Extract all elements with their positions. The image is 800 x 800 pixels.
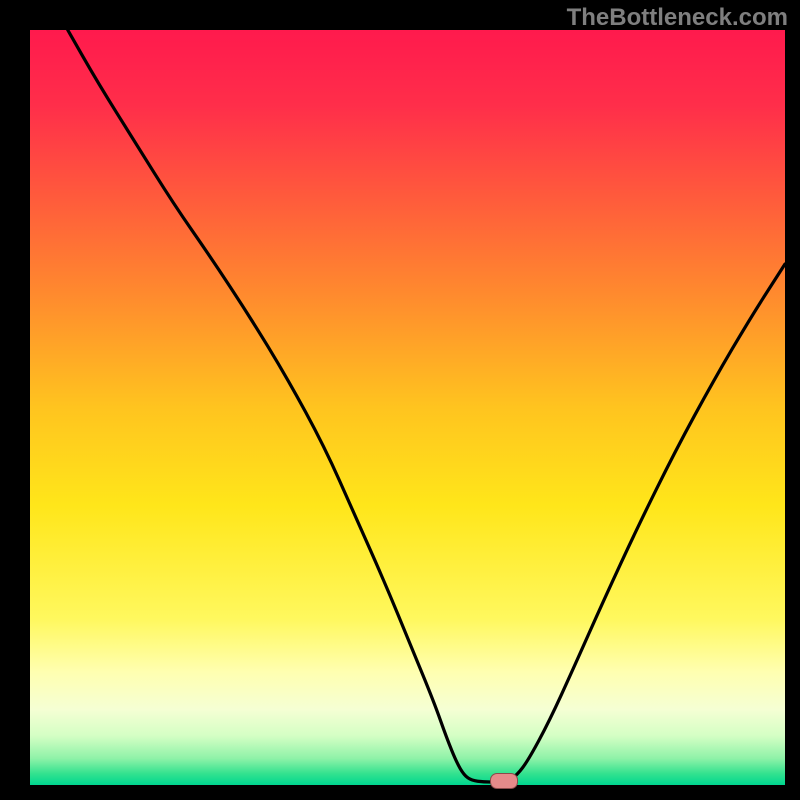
watermark-text: TheBottleneck.com (567, 4, 788, 32)
plot-area (30, 30, 785, 785)
optimal-point-marker (490, 773, 518, 789)
bottleneck-curve (30, 30, 785, 785)
chart-stage: { "canvas": { "width": 800, "height": 80… (0, 0, 800, 800)
